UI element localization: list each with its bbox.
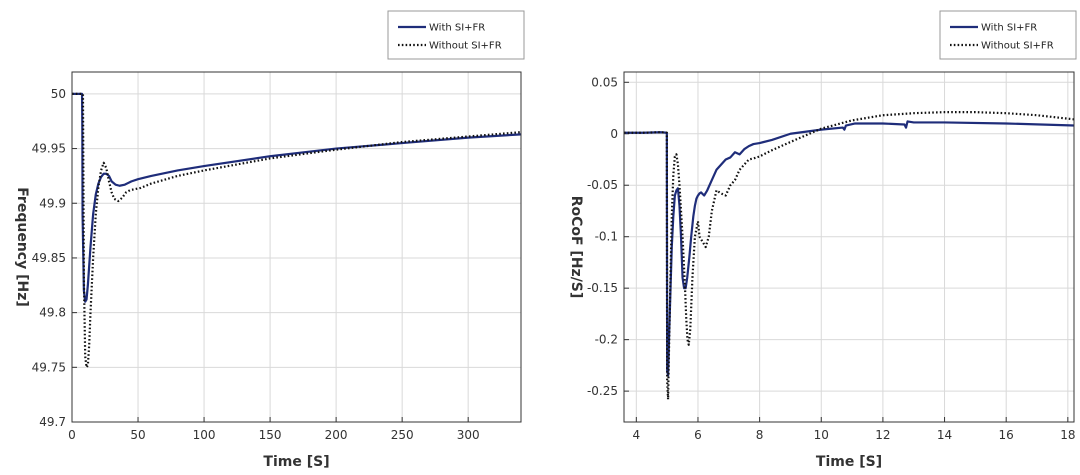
x-axis-label: Time [S] [816,454,882,470]
y-axis-label: RoCoF [Hz/S] [568,196,584,299]
legend: With SI+FR Without SI+FR [387,10,525,60]
y-tick-label-4: -0.05 [587,178,618,192]
plot-frame [623,71,1075,423]
y-tick-label-3: -0.1 [595,230,618,244]
y-tick-label-0: 49.7 [39,415,66,429]
x-tick-label-6: 16 [999,428,1014,442]
legend-label-0: With SI+FR [429,23,485,34]
y-tick-label-1: -0.2 [595,333,618,347]
legend-label-1: Without SI+FR [429,41,502,52]
x-tick-label-0: 4 [633,428,641,442]
y-tick-label-3: 49.85 [32,251,66,265]
chart-1: 0 50 100 150 200 250 300 49.7 49.75 49.8 49.85 49.9… [14,10,525,470]
y-tick-label-2: 49.8 [39,306,66,320]
y-tick-label-1: 49.75 [32,360,66,374]
x-tick-label-6: 300 [457,428,480,442]
y-tick-label-0: -0.25 [587,384,618,398]
y-tick-label-4: 49.9 [39,196,66,210]
y-tick-label-6: 50 [51,87,66,101]
y-tick-label-5: 49.95 [32,142,66,156]
x-tick-label-0: 0 [68,428,76,442]
series-line-with-si-fr [72,92,521,303]
x-tick-label-1: 6 [694,428,702,442]
x-tick-label-2: 100 [193,428,216,442]
x-axis-label: Time [S] [263,454,329,470]
y-axis-label: Frequency [Hz] [14,187,30,306]
x-tick-label-3: 150 [259,428,282,442]
legend-box [387,10,525,60]
chart-2: 4 6 8 10 12 14 16 18 -0.25 -0.2 -0.15 -0.1 -0.05 0 0.0… [568,10,1077,470]
x-tick-label-7: 18 [1060,428,1075,442]
x-tick-label-4: 200 [325,428,348,442]
x-tick-label-1: 50 [130,428,145,442]
y-tick-label-2: -0.15 [587,281,618,295]
legend: With SI+FR Without SI+FR [939,10,1077,60]
y-tick-label-6: 0.05 [591,75,618,89]
y-tick-label-5: 0 [610,127,618,141]
x-tick-label-5: 250 [391,428,414,442]
legend-label-1: Without SI+FR [981,41,1054,52]
x-tick-label-4: 12 [875,428,890,442]
plot-frame [71,71,522,423]
legend-label-0: With SI+FR [981,23,1037,34]
series-line-without-si-fr [72,92,521,369]
x-tick-label-5: 14 [937,428,952,442]
x-tick-label-3: 10 [814,428,829,442]
series-line-without-si-fr [624,111,1074,401]
series-line-with-si-fr [624,120,1074,377]
x-tick-label-2: 8 [756,428,764,442]
legend-box [939,10,1077,60]
